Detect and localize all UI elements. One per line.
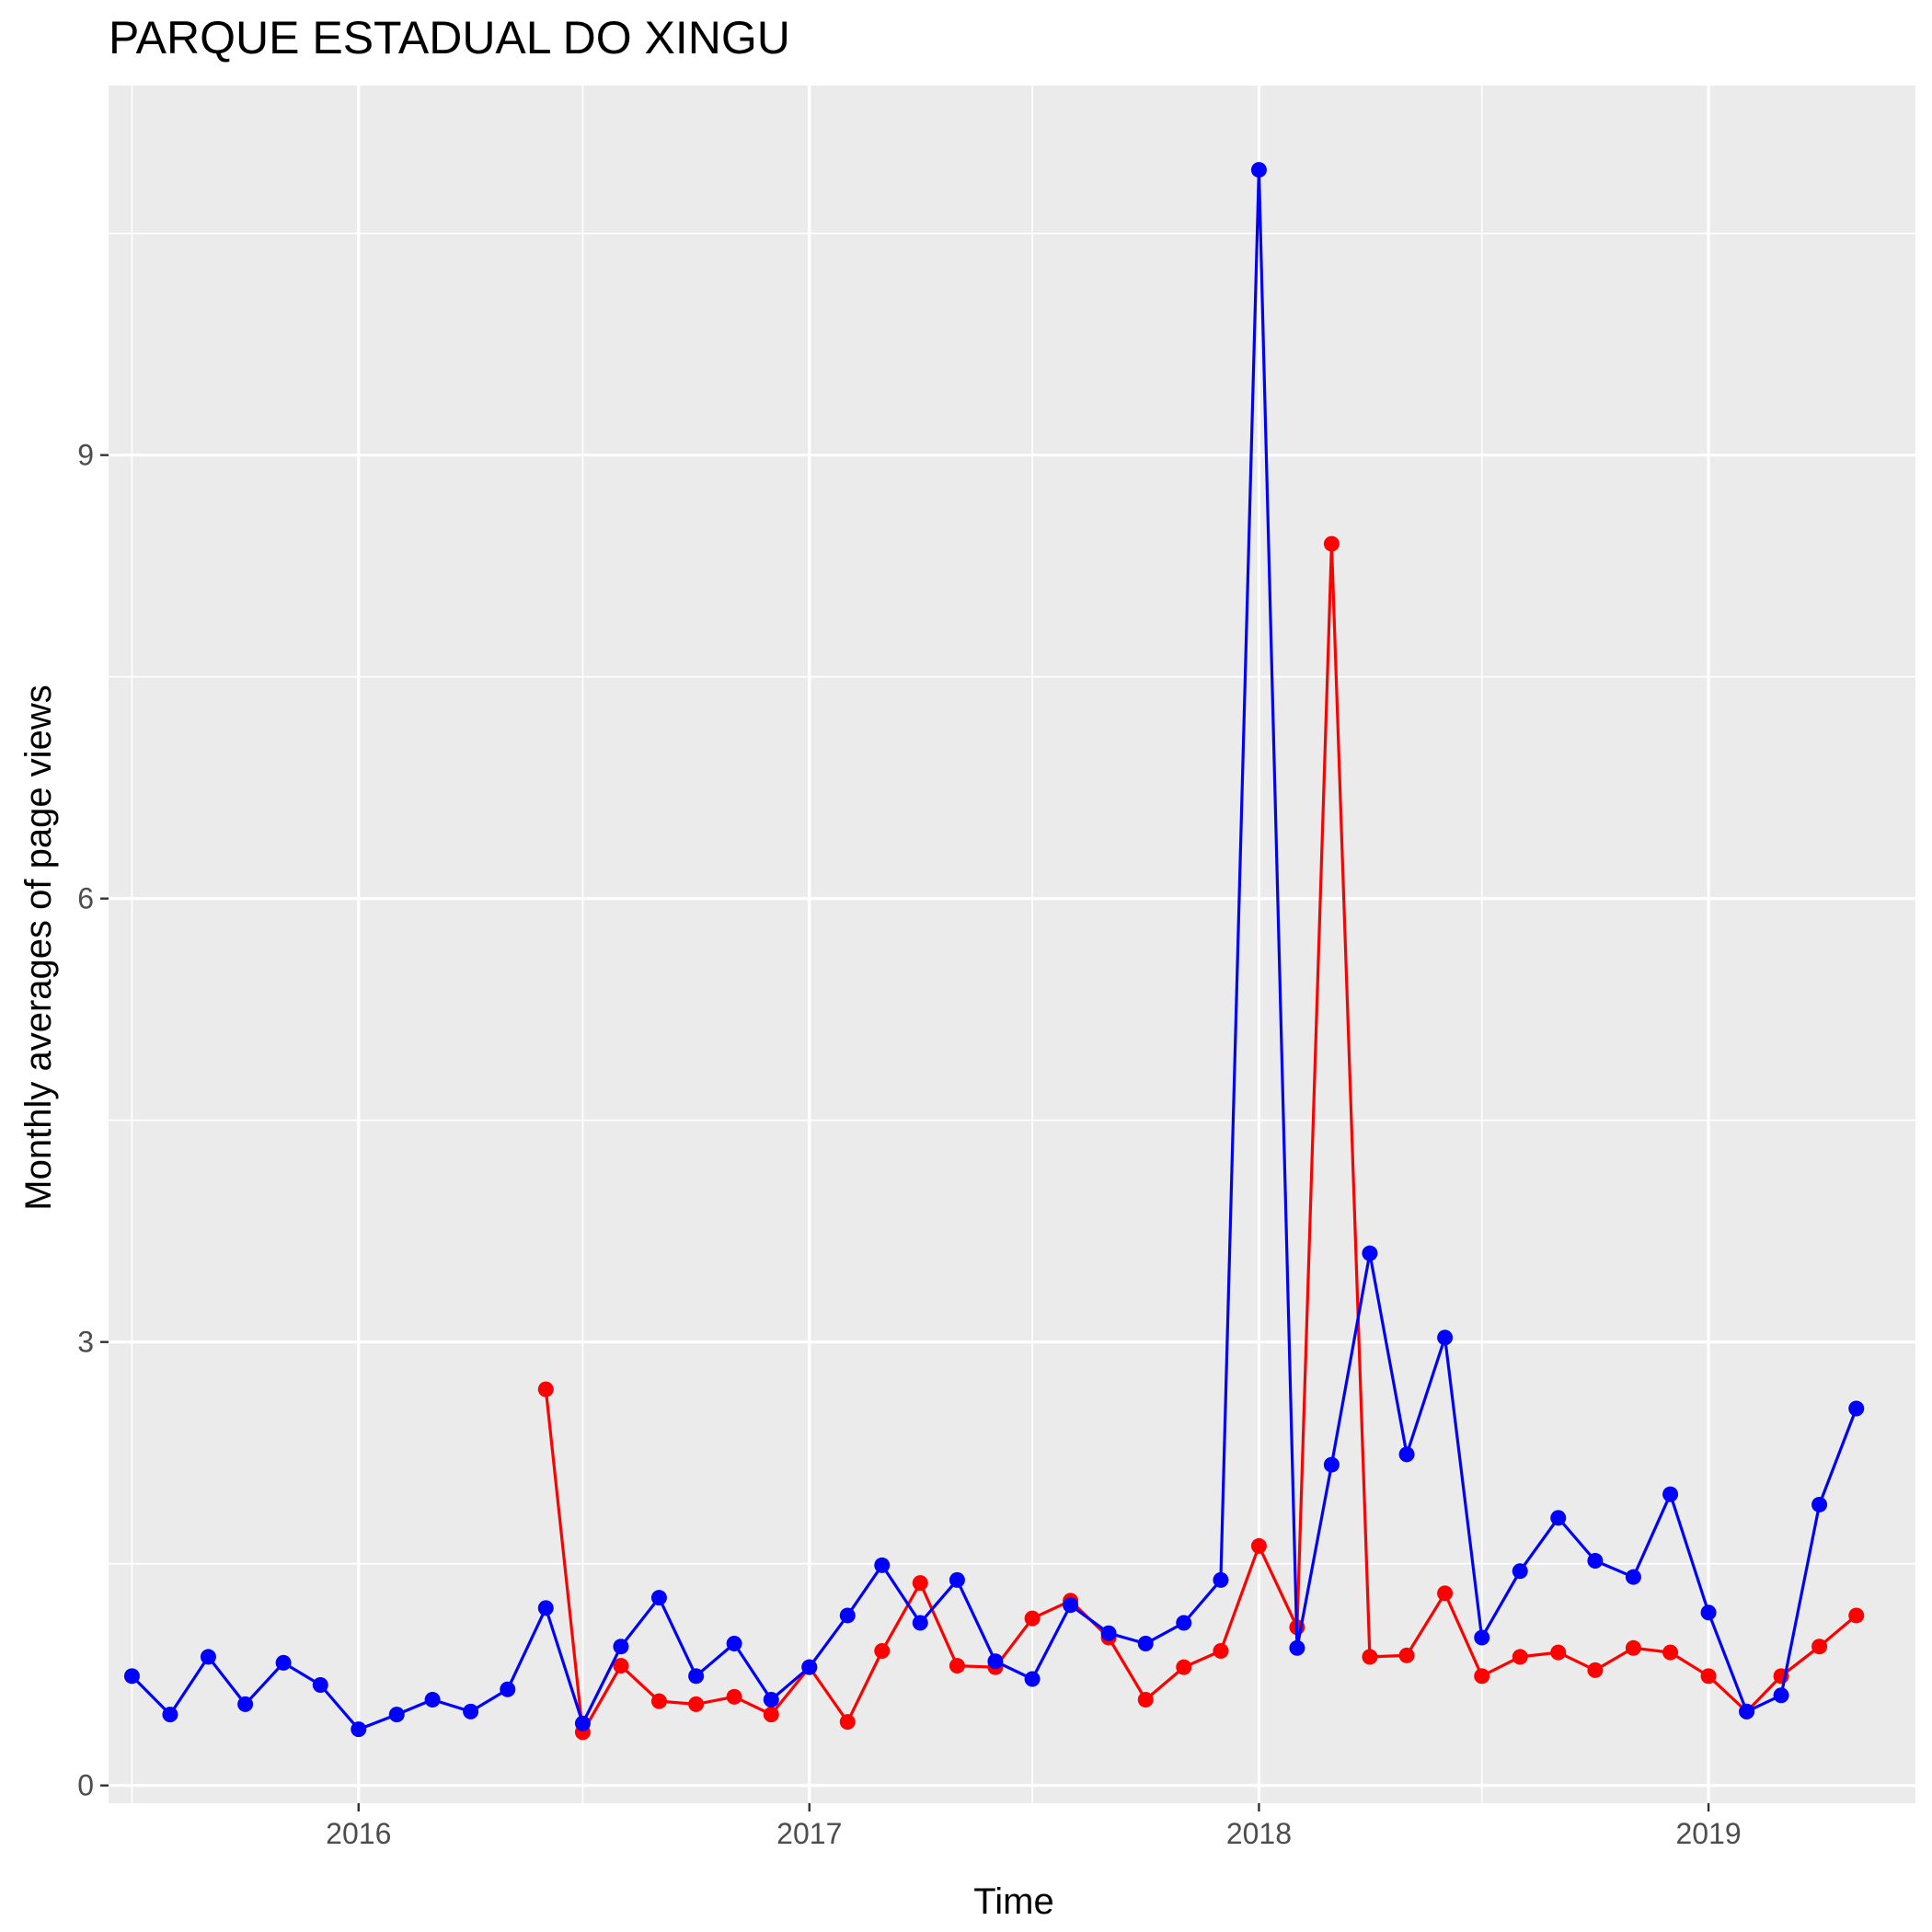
series-2-point xyxy=(1213,1571,1229,1588)
series-1-point xyxy=(1137,1692,1154,1708)
series-2-point xyxy=(1437,1329,1454,1346)
series-2-point xyxy=(1289,1639,1305,1656)
series-1-point xyxy=(874,1643,891,1660)
series-2-point xyxy=(801,1659,818,1675)
series-1-point xyxy=(1024,1610,1041,1627)
series-2-point xyxy=(275,1654,292,1671)
plot-panel xyxy=(109,86,1915,1803)
series-1 xyxy=(537,535,1865,1741)
series-2-point xyxy=(688,1668,705,1685)
gridlines xyxy=(109,86,1915,1803)
series-2-point xyxy=(1700,1604,1717,1621)
series-1-point xyxy=(1512,1649,1528,1665)
y-axis-title: Monthly averages of page views xyxy=(18,684,59,1210)
series-2-point xyxy=(123,1668,140,1685)
series-2-point xyxy=(1176,1615,1192,1631)
series-2-point xyxy=(1625,1569,1641,1585)
series-2-point xyxy=(574,1715,591,1731)
series-1-point xyxy=(1250,1537,1267,1554)
series-2-point xyxy=(1512,1563,1528,1580)
series-2-point xyxy=(388,1707,405,1723)
series-1-point xyxy=(1474,1668,1490,1685)
y-tick-label: 6 xyxy=(77,882,94,915)
series-2-point xyxy=(500,1681,516,1697)
series-1-point xyxy=(1398,1647,1415,1663)
x-axis-title: Time xyxy=(973,1881,1053,1922)
chart-title: PARQUE ESTADUAL DO XINGU xyxy=(109,12,790,63)
series-1-point xyxy=(688,1696,705,1712)
series-1-point xyxy=(1625,1639,1641,1656)
series-1-point xyxy=(537,1381,554,1397)
series-2-point xyxy=(1362,1245,1378,1261)
y-tick-label: 9 xyxy=(77,439,94,472)
series-2-point xyxy=(1100,1625,1117,1641)
series-2 xyxy=(123,162,1865,1738)
series-2-point xyxy=(874,1557,891,1573)
series-1-point xyxy=(1550,1644,1567,1661)
x-tick-label: 2016 xyxy=(326,1817,391,1850)
series-2-point xyxy=(1811,1496,1828,1512)
x-tick-label: 2019 xyxy=(1675,1817,1741,1850)
series-1-point xyxy=(1362,1649,1378,1665)
series-2-point xyxy=(1250,162,1267,178)
series-2-point xyxy=(613,1639,629,1655)
series-2-point xyxy=(1662,1486,1679,1502)
axes: 0 3 6 9 2016 2017 2018 2019 xyxy=(77,439,1741,1850)
series-1-point xyxy=(1700,1668,1717,1685)
series-2-point xyxy=(1848,1400,1865,1417)
series-2-point xyxy=(1323,1456,1340,1473)
series-2-point xyxy=(1550,1510,1567,1526)
series-1-point xyxy=(1662,1644,1679,1661)
series-1-point xyxy=(1323,535,1340,552)
series-2-point xyxy=(650,1590,667,1606)
y-tick-label: 0 xyxy=(77,1769,94,1802)
series-2-point xyxy=(1398,1446,1415,1463)
series-2-point xyxy=(1773,1687,1789,1704)
series-2-point xyxy=(912,1615,928,1631)
series-2-point xyxy=(1137,1635,1154,1651)
series-1-point xyxy=(650,1693,667,1709)
series-1-point xyxy=(726,1688,742,1705)
series-1-point xyxy=(763,1707,779,1723)
series-2-point xyxy=(162,1707,178,1723)
series-2-point xyxy=(839,1607,856,1624)
series-1-point xyxy=(839,1714,856,1731)
series-2-point xyxy=(200,1649,216,1665)
series-1-point xyxy=(1587,1662,1604,1678)
y-tick-label: 3 xyxy=(77,1326,94,1359)
series-layer xyxy=(123,162,1865,1741)
series-2-point xyxy=(424,1692,441,1708)
series-2-point xyxy=(987,1653,1004,1670)
series-2-point xyxy=(237,1696,254,1712)
series-2-point xyxy=(1739,1703,1755,1719)
series-2-point xyxy=(1587,1552,1604,1569)
series-1-point xyxy=(1848,1607,1865,1624)
series-2-point xyxy=(351,1721,367,1738)
series-1-point xyxy=(613,1658,629,1674)
series-1-point xyxy=(1437,1585,1454,1602)
series-1-point xyxy=(1213,1643,1229,1660)
series-2-point xyxy=(463,1703,479,1719)
x-tick-label: 2017 xyxy=(776,1817,842,1850)
series-1-point xyxy=(912,1575,928,1592)
series-1-point xyxy=(949,1658,965,1674)
series-2-point xyxy=(726,1635,742,1651)
series-2-point xyxy=(949,1571,965,1588)
series-2-point xyxy=(763,1692,779,1708)
x-tick-label: 2018 xyxy=(1226,1817,1292,1850)
series-1-point xyxy=(1176,1659,1192,1675)
series-2-point xyxy=(1063,1597,1079,1614)
series-1-point xyxy=(1811,1639,1828,1655)
series-2-point xyxy=(1474,1629,1490,1646)
series-2-point xyxy=(537,1600,554,1616)
series-2-point xyxy=(1024,1671,1041,1687)
series-2-point xyxy=(312,1676,328,1693)
